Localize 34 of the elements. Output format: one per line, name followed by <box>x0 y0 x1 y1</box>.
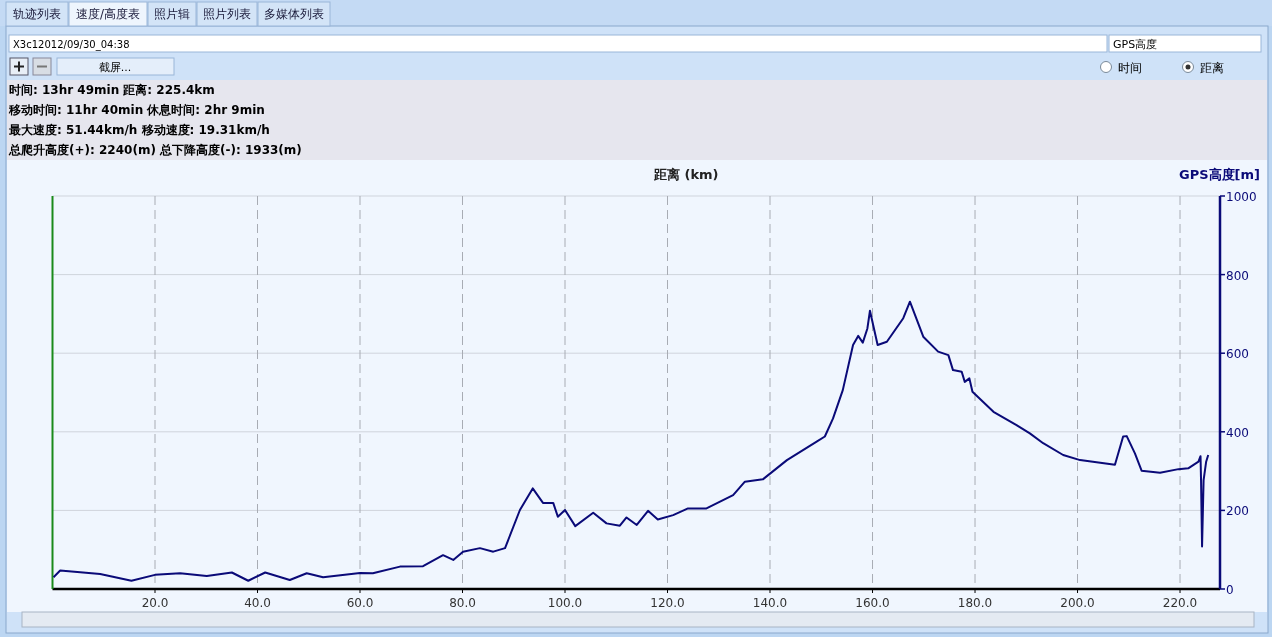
x-tick-label: 100.0 <box>547 596 583 610</box>
x-tick-label: 60.0 <box>346 596 374 610</box>
text: 最大速度: 51.44km/h 移动速度: 19.31km/h <box>8 123 270 137</box>
x-tick-label: 40.0 <box>244 596 271 610</box>
y-tick-label: 400 <box>1226 425 1249 440</box>
y-tick-label: 1000 <box>1226 190 1257 204</box>
text: X3c12012/09/30_04:38 <box>13 39 130 51</box>
text: 总爬升高度(+): 2240(m) 总下降高度(-): 1933(m) <box>8 143 302 157</box>
text: 多媒体列表 <box>264 7 324 21</box>
x-tick-label: 80.0 <box>449 596 476 610</box>
line-series <box>52 300 1210 582</box>
x-tick-label: 20.0 <box>141 596 169 610</box>
text: GPS高度 <box>1113 38 1158 51</box>
x-tick-label: 180.0 <box>957 596 993 610</box>
y-tick-label: 600 <box>1226 347 1249 362</box>
chart-title: 距离 (km) <box>652 167 719 182</box>
x-tick-label: 200.0 <box>1060 596 1095 610</box>
text: 轨迹列表 <box>13 7 61 21</box>
x-tick-label: 220.0 <box>1162 596 1198 610</box>
x-tick-label: 160.0 <box>855 596 890 610</box>
x-tick-label: 140.0 <box>752 596 788 610</box>
text: 移动时间: 11hr 40min 休息时间: 2hr 9min <box>8 103 265 117</box>
y-tick-label: 0 <box>1226 583 1234 597</box>
text: 照片辑 <box>154 7 190 21</box>
x-tick-label: 120.0 <box>650 596 685 610</box>
text: 截屏... <box>98 61 132 74</box>
y-tick-label: 200 <box>1226 504 1249 519</box>
text: 速度/高度表 <box>75 7 141 21</box>
text: 时间 <box>1118 61 1142 75</box>
y-axis-title: GPS高度[m] <box>1179 167 1260 182</box>
y-tick-label: 800 <box>1226 268 1249 283</box>
text: 距离 <box>1200 61 1224 75</box>
text: 时间: 13hr 49min 距离: 225.4km <box>9 83 215 97</box>
text: 照片列表 <box>203 7 251 21</box>
